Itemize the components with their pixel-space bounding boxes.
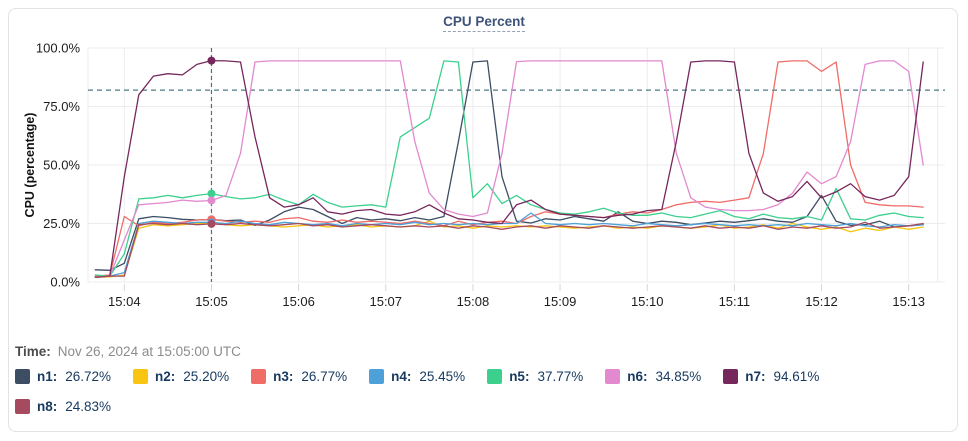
legend-swatch [251, 369, 267, 384]
legend-item-n5[interactable]: n5: 37.77% [487, 369, 583, 384]
x-tick-label: 15:10 [631, 294, 664, 309]
legend-series-name: n4: [391, 369, 412, 384]
legend-series-value: 25.45% [419, 369, 466, 384]
legend-item-n7[interactable]: n7: 94.61% [723, 369, 819, 384]
series-line-n4 [94, 212, 924, 278]
legend-series-name: n2: [155, 369, 176, 384]
y-axis: 0.0% 25.0% 50.0% 75.0% 100.0% CPU (percentage… [23, 41, 80, 290]
legend-series-value: 26.72% [65, 369, 112, 384]
x-tick-label: 15:09 [544, 294, 577, 309]
legend-series-value: 25.20% [183, 369, 230, 384]
series-line-n6 [94, 60, 924, 278]
y-tick-label: 50.0% [43, 158, 80, 173]
crosshair-marker-n5 [207, 189, 216, 198]
gridlines [87, 47, 945, 283]
time-readout-value: Nov 26, 2024 at 15:05:00 UTC [57, 344, 241, 359]
panel-title[interactable]: CPU Percent [443, 14, 525, 32]
x-tick-label: 15:07 [369, 294, 402, 309]
crosshair-marker-n7 [207, 56, 216, 65]
crosshair-marker-n6 [207, 196, 216, 205]
legend-item-n4[interactable]: n4: 25.45% [369, 369, 465, 384]
legend-series-name: n7: [745, 369, 766, 384]
legend-row-2: n8: 24.83% [15, 399, 133, 414]
legend-swatch [605, 369, 621, 384]
legend-swatch [133, 369, 149, 384]
legend-series-name: n5: [509, 369, 530, 384]
y-axis-title: CPU (percentage) [23, 113, 37, 218]
time-readout: Time: Nov 26, 2024 at 15:05:00 UTC [15, 344, 241, 359]
legend-swatch [15, 399, 30, 414]
legend-series-name: n8: [37, 399, 58, 414]
legend-series-name: n3: [273, 369, 294, 384]
legend-swatch [369, 369, 385, 384]
legend-item-n1[interactable]: n1: 26.72% [15, 369, 111, 384]
y-tick-label: 75.0% [43, 99, 80, 114]
legend-series-name: n1: [37, 369, 58, 384]
legend-series-name: n6: [627, 369, 648, 384]
legend-item-n8[interactable]: n8: 24.83% [15, 399, 111, 414]
x-tick-label: 15:13 [892, 294, 925, 309]
legend-series-value: 34.85% [655, 369, 702, 384]
series-line-n1 [94, 60, 924, 271]
legend-series-value: 26.77% [301, 369, 348, 384]
x-tick-label: 15:08 [457, 294, 490, 309]
legend-swatch [723, 369, 739, 384]
panel-header: CPU Percent [0, 13, 968, 32]
legend-series-value: 94.61% [773, 369, 820, 384]
x-tick-label: 15:06 [282, 294, 315, 309]
cpu-percent-chart[interactable]: 15:04 15:05 15:06 15:07 15:08 15:09 15:10 15:11… [0, 0, 968, 322]
legend-swatch [15, 369, 30, 384]
series-line-n7 [94, 59, 924, 278]
x-axis: 15:04 15:05 15:06 15:07 15:08 15:09 15:10 15:11… [108, 284, 925, 309]
series-line-n5 [94, 60, 924, 277]
x-tick-label: 15:11 [719, 294, 751, 309]
time-readout-label: Time: [15, 344, 51, 359]
x-tick-label: 15:04 [108, 294, 141, 309]
x-tick-label: 15:12 [805, 294, 838, 309]
legend-item-n2[interactable]: n2: 25.20% [133, 369, 229, 384]
y-tick-label: 0.0% [50, 275, 80, 290]
y-tick-label: 25.0% [43, 216, 80, 231]
legend-swatch [487, 369, 503, 384]
legend-row-1: n1: 26.72% n2: 25.20% n3: 26.77% n4: 25.45% n5: 3… [15, 369, 841, 384]
series-line-n3 [94, 60, 924, 277]
series-line-n8 [94, 221, 924, 278]
legend-series-value: 24.83% [65, 399, 112, 414]
y-tick-label: 100.0% [36, 41, 81, 56]
crosshair-marker-n8 [207, 219, 216, 228]
legend-item-n6[interactable]: n6: 34.85% [605, 369, 701, 384]
x-tick-label: 15:05 [195, 294, 228, 309]
series-line-n2 [94, 220, 924, 278]
legend-item-n3[interactable]: n3: 26.77% [251, 369, 347, 384]
legend-series-value: 37.77% [537, 369, 584, 384]
